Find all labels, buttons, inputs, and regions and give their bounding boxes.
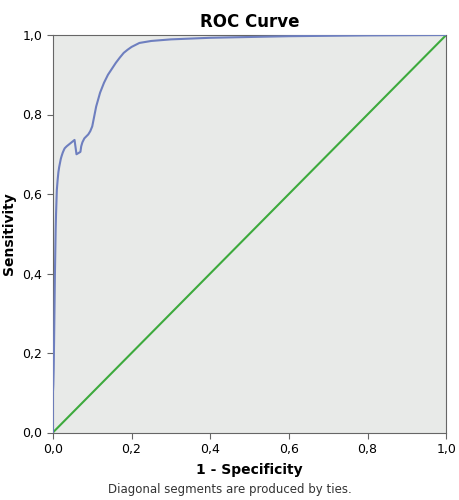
- Y-axis label: Sensitivity: Sensitivity: [1, 192, 16, 275]
- Text: Diagonal segments are produced by ties.: Diagonal segments are produced by ties.: [108, 482, 351, 496]
- X-axis label: 1 - Specificity: 1 - Specificity: [196, 463, 302, 477]
- Title: ROC Curve: ROC Curve: [199, 12, 299, 30]
